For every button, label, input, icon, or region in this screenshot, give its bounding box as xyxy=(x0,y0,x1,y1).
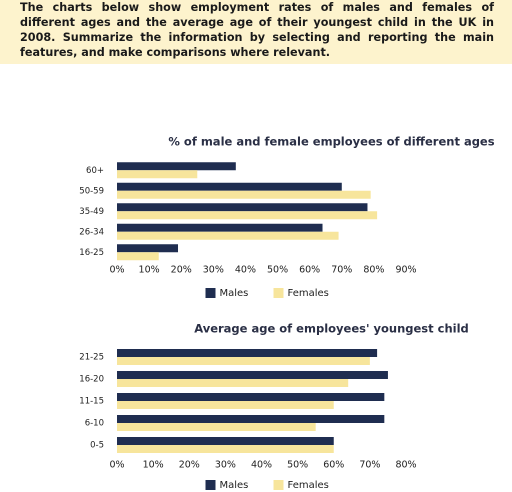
x-tick-label: 10% xyxy=(143,460,164,471)
x-tick-label: 60% xyxy=(299,265,320,276)
x-tick-label: 70% xyxy=(331,265,352,276)
x-tick-label: 10% xyxy=(139,265,160,276)
bar xyxy=(117,393,385,401)
chart-title: Average age of employees' youngest child xyxy=(194,322,469,336)
y-tick-label: 50-59 xyxy=(79,186,104,196)
x-tick-label: 20% xyxy=(179,460,200,471)
bar xyxy=(117,211,378,220)
y-tick-label: 0-5 xyxy=(90,441,104,451)
y-tick-label: 6-10 xyxy=(85,419,104,429)
bar xyxy=(117,170,198,179)
x-tick-label: 30% xyxy=(215,460,236,471)
legend-swatch xyxy=(205,288,216,298)
legend-label: Males xyxy=(220,288,249,299)
y-tick-label: 16-20 xyxy=(79,375,104,385)
bar xyxy=(117,423,316,431)
bar xyxy=(117,401,334,409)
bar xyxy=(117,162,236,171)
x-tick-label: 0% xyxy=(109,265,124,276)
bar xyxy=(117,445,334,453)
x-tick-label: 80% xyxy=(363,265,384,276)
legend-swatch xyxy=(205,480,216,490)
legend-label: Males xyxy=(220,480,249,491)
y-tick-label: 35-49 xyxy=(79,207,104,217)
chart-title: % of male and female employees of differ… xyxy=(168,135,494,149)
x-tick-label: 70% xyxy=(359,460,380,471)
y-tick-label: 16-25 xyxy=(79,248,104,258)
bar xyxy=(117,190,371,199)
bar xyxy=(117,182,342,191)
bar xyxy=(117,371,388,379)
x-tick-label: 60% xyxy=(323,460,344,471)
x-tick-label: 0% xyxy=(109,460,124,471)
prompt-banner: The charts below show employment rates o… xyxy=(0,0,512,64)
x-tick-label: 20% xyxy=(171,265,192,276)
x-tick-label: 30% xyxy=(203,265,224,276)
bar xyxy=(117,415,385,423)
bar xyxy=(117,252,159,261)
y-tick-label: 11-15 xyxy=(79,397,104,407)
x-tick-label: 40% xyxy=(251,460,272,471)
legend-swatch xyxy=(273,288,284,298)
x-tick-label: 50% xyxy=(267,265,288,276)
bar xyxy=(117,357,370,365)
x-tick-label: 90% xyxy=(395,265,416,276)
legend-label: Females xyxy=(288,288,329,299)
bar xyxy=(117,244,179,253)
bar xyxy=(117,379,349,387)
bar xyxy=(117,223,323,232)
legend-label: Females xyxy=(288,480,329,491)
bar xyxy=(117,203,368,212)
bar xyxy=(117,231,339,240)
bar xyxy=(117,349,378,357)
x-tick-label: 80% xyxy=(395,460,416,471)
x-tick-label: 50% xyxy=(287,460,308,471)
y-tick-label: 60+ xyxy=(86,166,104,176)
x-tick-label: 40% xyxy=(235,265,256,276)
legend-swatch xyxy=(273,480,284,490)
y-tick-label: 26-34 xyxy=(79,227,104,237)
prompt-text: The charts below show employment rates o… xyxy=(20,1,494,59)
y-tick-label: 21-25 xyxy=(79,353,104,363)
bar xyxy=(117,437,334,445)
